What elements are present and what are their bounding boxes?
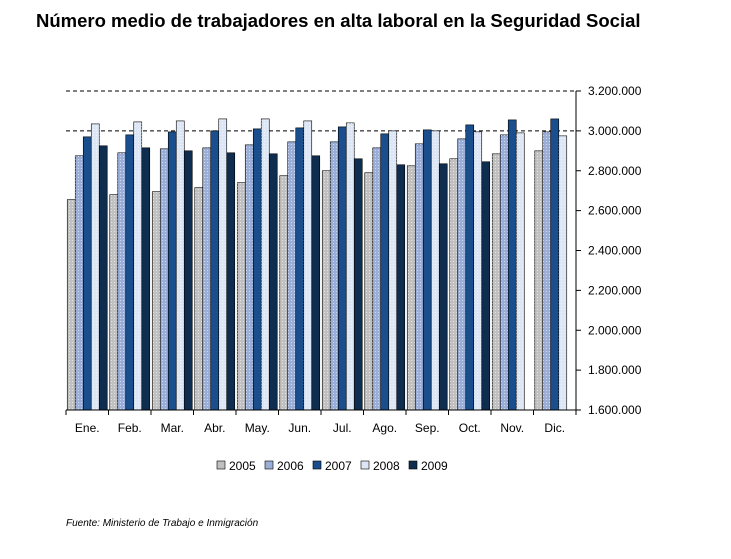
legend-label-2009: 2009 xyxy=(421,459,448,473)
bar-2007-Feb. xyxy=(125,134,135,411)
bar-texture-2005-Sep. xyxy=(407,165,416,410)
bar-2009-Jun. xyxy=(311,155,321,411)
y-tick-label: 3.000.000 xyxy=(588,124,642,138)
bar-texture-2005-May. xyxy=(237,182,246,410)
x-tick-label: Ago. xyxy=(372,421,397,435)
chart-title: Número medio de trabajadores en alta lab… xyxy=(36,10,641,31)
bar-2007-May. xyxy=(252,128,262,411)
bar-texture-2008-Ago. xyxy=(388,130,397,410)
bar-2007-Sep. xyxy=(422,129,432,411)
x-tick-label: Dic. xyxy=(544,421,565,435)
bar-texture-2008-Oct. xyxy=(473,131,482,410)
bar-texture-2005-Ene. xyxy=(67,199,76,410)
source-note: Fuente: Ministerio de Trabajo e Inmigrac… xyxy=(66,518,259,529)
bar-texture-2006-Oct. xyxy=(457,138,466,410)
bar-texture-2006-Nov. xyxy=(500,134,509,411)
bar-texture-2008-Jul. xyxy=(346,122,355,411)
bars xyxy=(66,118,568,411)
legend-label-2008: 2008 xyxy=(373,459,400,473)
bar-texture-2006-May. xyxy=(245,144,254,411)
bar-texture-2008-Nov. xyxy=(516,132,525,410)
x-tick-label: Sep. xyxy=(415,421,440,435)
bar-texture-2006-Mar. xyxy=(160,148,169,410)
y-tick-label: 3.200.000 xyxy=(588,84,642,98)
bar-2007-Ago. xyxy=(380,133,390,411)
bar-texture-2005-Abr. xyxy=(194,187,203,410)
bar-2007-Nov. xyxy=(507,119,517,411)
y-tick-label: 1.600.000 xyxy=(588,403,642,417)
bar-texture-2008-Mar. xyxy=(176,120,185,410)
bar-texture-2006-Jul. xyxy=(330,141,339,410)
bar-2009-Feb. xyxy=(141,147,151,411)
bar-texture-2008-Abr. xyxy=(218,118,227,410)
bar-texture-2006-Jun. xyxy=(287,141,296,410)
x-tick-label: Abr. xyxy=(204,421,225,435)
x-tick-label: Ene. xyxy=(75,421,100,435)
bar-texture-2005-Nov. xyxy=(492,153,501,410)
bar-texture-2005-Feb. xyxy=(109,194,118,410)
legend-swatch-2007 xyxy=(312,460,322,470)
bar-texture-2008-Feb. xyxy=(133,121,142,410)
y-tick-label: 2.200.000 xyxy=(588,283,642,297)
bar-2009-Abr. xyxy=(226,152,236,411)
bar-2009-Ene. xyxy=(98,145,108,411)
x-tick-label: Nov. xyxy=(500,421,524,435)
bar-2007-Abr. xyxy=(210,130,220,411)
bar-2009-May. xyxy=(268,153,278,411)
x-tick-label: Mar. xyxy=(161,421,184,435)
bar-texture-2005-Jun. xyxy=(279,175,288,410)
bar-texture-2006-Ago. xyxy=(372,147,381,410)
bar-texture-2006-Abr. xyxy=(202,147,211,410)
bar-texture-2006-Dic. xyxy=(542,131,551,410)
bar-2007-Dic. xyxy=(550,118,560,411)
bar-texture-2005-Mar. xyxy=(152,191,161,410)
legend-swatch-2006 xyxy=(264,460,274,470)
bar-texture-2008-Ene. xyxy=(91,123,100,410)
y-tick-label: 2.600.000 xyxy=(588,204,642,218)
bar-texture-2005-Dic. xyxy=(534,150,543,410)
bar-2007-Jul. xyxy=(337,126,347,411)
bar-2009-Mar. xyxy=(183,150,193,411)
bar-2007-Ene. xyxy=(82,136,92,411)
legend-label-2007: 2007 xyxy=(325,459,352,473)
bar-texture-2005-Ago. xyxy=(364,172,373,410)
x-tick-label: Jul. xyxy=(333,421,352,435)
legend-swatch-2008 xyxy=(360,460,370,470)
gridlines xyxy=(66,90,576,132)
legend-label-2006: 2006 xyxy=(277,459,304,473)
bar-2009-Sep. xyxy=(438,163,448,411)
bar-texture-2008-Sep. xyxy=(431,130,440,410)
bar-2009-Ago. xyxy=(396,164,406,411)
x-tick-label: Oct. xyxy=(459,421,481,435)
x-tick-label: May. xyxy=(245,421,270,435)
bar-2009-Jul. xyxy=(353,158,363,411)
y-tick-label: 2.800.000 xyxy=(588,164,642,178)
bar-2009-Oct. xyxy=(481,161,491,411)
x-tick-label: Feb. xyxy=(118,421,142,435)
legend-swatch-2005 xyxy=(216,460,226,470)
y-tick-label: 1.800.000 xyxy=(588,363,642,377)
bar-texture-2008-May. xyxy=(261,118,270,410)
bar-texture-2005-Oct. xyxy=(449,158,458,410)
legend: 2005 2006 2007 2008 2009 xyxy=(216,459,448,473)
bar-texture-2008-Dic. xyxy=(558,135,567,410)
legend-label-2005: 2005 xyxy=(229,459,256,473)
bar-texture-2005-Jul. xyxy=(322,170,331,410)
bar-2007-Mar. xyxy=(167,131,177,411)
x-tick-label: Jun. xyxy=(288,421,311,435)
y-tick-label: 2.400.000 xyxy=(588,244,642,258)
bar-2007-Jun. xyxy=(295,127,305,411)
axes: 1.600.000 1.800.000 2.000.000 2.200.000 2.40… xyxy=(65,84,642,435)
bar-texture-2006-Feb. xyxy=(117,152,126,410)
bar-texture-2006-Sep. xyxy=(415,143,424,410)
bar-2007-Oct. xyxy=(465,124,475,411)
legend-swatch-2009 xyxy=(408,460,418,470)
bar-texture-2008-Jun. xyxy=(303,120,312,410)
y-tick-label: 2.000.000 xyxy=(588,323,642,337)
bar-texture-2006-Ene. xyxy=(75,155,84,410)
